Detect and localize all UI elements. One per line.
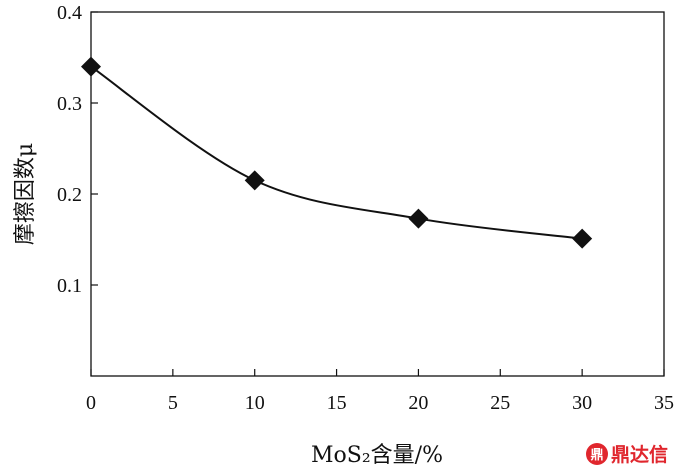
- data-point-diamond: [408, 208, 429, 229]
- y-axis-title: 摩擦因数μ: [13, 143, 38, 245]
- x-tick-label: 35: [654, 392, 674, 414]
- y-tick-label: 0.1: [57, 275, 82, 297]
- x-tick-label: 5: [168, 392, 178, 414]
- data-point-diamond: [244, 170, 265, 191]
- data-point-diamond: [81, 56, 101, 77]
- y-tick-label: 0.2: [57, 184, 82, 206]
- x-tick-label: 20: [408, 392, 428, 414]
- y-tick-label: 0.3: [57, 93, 82, 115]
- data-point-diamond: [572, 228, 593, 249]
- y-tick-label: 0.4: [57, 2, 82, 24]
- x-axis-ticks: 0 5 10 15 20 25 30 35: [86, 369, 674, 414]
- x-tick-label: 10: [245, 392, 265, 414]
- series-line: [90, 65, 583, 240]
- watermark: 鼎 鼎达信: [585, 440, 668, 467]
- watermark-text: 鼎达信: [610, 444, 668, 466]
- x-tick-label: 25: [490, 392, 510, 414]
- y-axis-ticks: 0.1 0.2 0.3 0.4: [57, 2, 98, 297]
- x-tick-label: 30: [572, 392, 592, 414]
- data-markers: [81, 56, 593, 249]
- x-tick-label: 0: [86, 392, 96, 414]
- x-axis-title: MoS₂含量/%: [311, 443, 443, 468]
- x-tick-label: 15: [327, 392, 347, 414]
- watermark-logo-icon: 鼎: [585, 442, 608, 465]
- plot-frame: [90, 11, 665, 377]
